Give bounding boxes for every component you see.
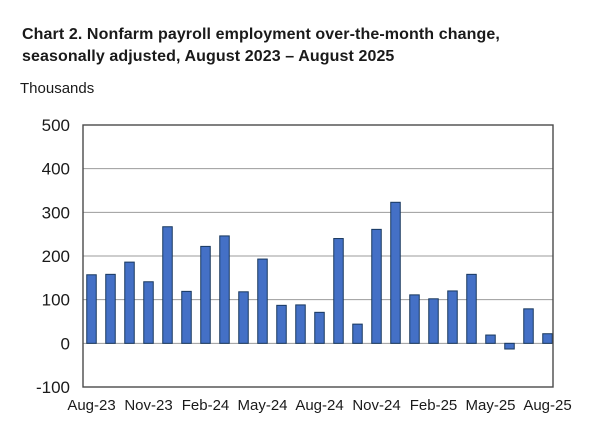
bar-Jul-25 bbox=[523, 308, 534, 344]
bar-Dec-23 bbox=[162, 226, 173, 344]
bar-May-24 bbox=[257, 258, 268, 344]
x-tick-label-Aug-25: Aug-25 bbox=[523, 397, 571, 414]
y-tick-label--100: -100 bbox=[36, 378, 70, 397]
bar-Mar-25 bbox=[447, 290, 458, 344]
x-tick-label-Aug-23: Aug-23 bbox=[67, 397, 115, 414]
bar-Sep-24 bbox=[333, 238, 344, 344]
bar-Oct-24 bbox=[352, 323, 363, 344]
bar-Apr-25 bbox=[466, 273, 477, 344]
y-axis-unit-label: Thousands bbox=[20, 80, 95, 97]
bar-Jun-24 bbox=[276, 304, 287, 344]
x-tick-label-Feb-25: Feb-25 bbox=[410, 397, 458, 414]
chart-title: Chart 2. Nonfarm payroll employment over… bbox=[22, 24, 582, 68]
bar-Jan-24 bbox=[181, 290, 192, 344]
bar-Mar-24 bbox=[219, 235, 230, 344]
y-tick-label-0: 0 bbox=[61, 334, 70, 353]
x-tick-label-Nov-23: Nov-23 bbox=[124, 397, 172, 414]
y-tick-label-400: 400 bbox=[42, 160, 70, 179]
bar-Aug-25 bbox=[542, 333, 553, 344]
x-tick-label-May-25: May-25 bbox=[465, 397, 515, 414]
bar-Jul-24 bbox=[295, 304, 306, 344]
y-tick-label-200: 200 bbox=[42, 247, 70, 266]
plot-border bbox=[82, 124, 554, 388]
bar-Feb-25 bbox=[428, 298, 439, 344]
x-tick-label-Feb-24: Feb-24 bbox=[182, 397, 230, 414]
chart-title-line-1: Chart 2. Nonfarm payroll employment over… bbox=[22, 26, 500, 43]
bar-May-25 bbox=[485, 334, 496, 344]
bar-Jun-25 bbox=[504, 342, 515, 350]
bar-Apr-24 bbox=[238, 291, 249, 344]
bar-Jan-25 bbox=[409, 294, 420, 344]
y-tick-label-500: 500 bbox=[42, 116, 70, 135]
x-tick-label-May-24: May-24 bbox=[237, 397, 287, 414]
bar-Aug-23 bbox=[86, 274, 97, 344]
bar-Sep-23 bbox=[105, 273, 116, 344]
bar-Dec-24 bbox=[390, 201, 401, 344]
bar-Feb-24 bbox=[200, 245, 211, 344]
y-tick-label-100: 100 bbox=[42, 291, 70, 310]
y-tick-label-300: 300 bbox=[42, 203, 70, 222]
chart-title-line-2: seasonally adjusted, August 2023 – Augus… bbox=[22, 48, 395, 65]
x-tick-label-Nov-24: Nov-24 bbox=[352, 397, 400, 414]
bar-Aug-24 bbox=[314, 311, 325, 344]
bar-Nov-24 bbox=[371, 228, 382, 344]
x-tick-label-Aug-24: Aug-24 bbox=[295, 397, 343, 414]
bar-Oct-23 bbox=[124, 261, 135, 344]
bar-Nov-23 bbox=[143, 281, 154, 344]
